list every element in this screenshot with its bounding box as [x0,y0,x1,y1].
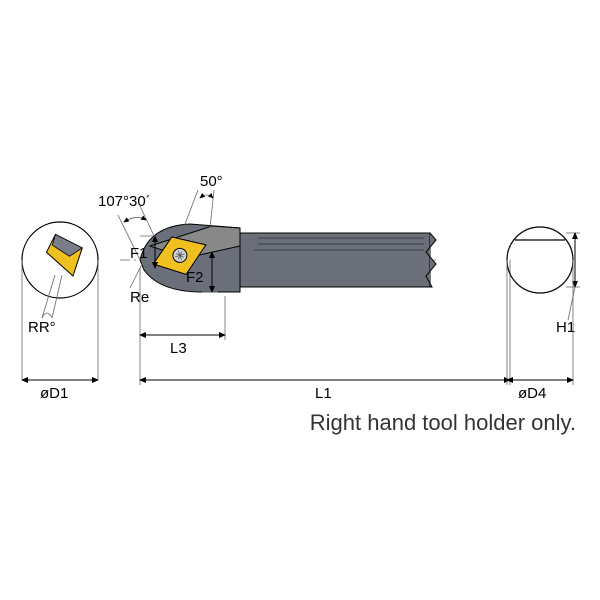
label-angle2: 50° [200,173,223,190]
label-l1: L1 [315,385,332,402]
label-rr: RR° [28,319,56,336]
label-l3: L3 [170,340,187,357]
note-text: Right hand tool holder only. [310,410,576,435]
end-view: H1 [507,227,580,336]
label-angle1: 107°30´ [98,193,151,210]
front-view: RR° [22,222,98,336]
label-f2: F2 [186,269,204,286]
label-d1: øD1 [40,385,68,402]
side-view: 107°30´ 50° F1 Re F2 [98,173,440,306]
label-d4: øD4 [518,385,546,402]
label-h1: H1 [556,319,575,336]
label-re: Re [130,289,149,306]
label-f1: F1 [130,245,148,262]
tool-holder-diagram: RR° øD1 107°30´ [0,0,600,600]
